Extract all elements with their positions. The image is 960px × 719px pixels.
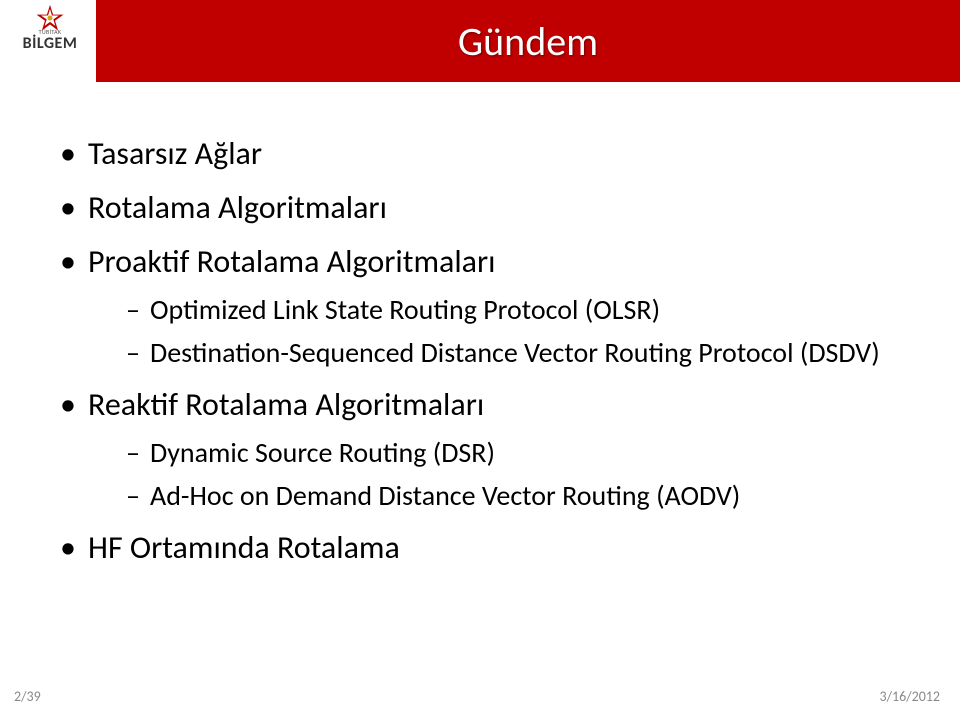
sub-item: Ad-Hoc on Demand Distance Vector Routing… xyxy=(126,474,900,517)
sub-text: Destination-Sequenced Distance Vector Ro… xyxy=(150,335,880,370)
sub-list: Optimized Link State Routing Protocol (O… xyxy=(126,288,900,375)
bullet-text: HF Ortamında Rotalama xyxy=(88,528,400,567)
page-number: 2/39 xyxy=(14,688,41,705)
bullet-text: Rotalama Algoritmaları xyxy=(88,188,387,227)
star-icon xyxy=(36,4,64,32)
bullet-item: Proaktif Rotalama Algoritmaları Optimize… xyxy=(60,238,900,375)
sub-text: Optimized Link State Routing Protocol (O… xyxy=(150,292,660,327)
bullet-item: HF Ortamında Rotalama xyxy=(60,524,900,572)
bullet-text: Proaktif Rotalama Algoritmaları xyxy=(88,242,496,281)
content-body: Tasarsız Ağlar Rotalama Algoritmaları Pr… xyxy=(60,130,900,578)
slide: TÜBİTAK BİLGEM Gündem Tasarsız Ağlar Rot… xyxy=(0,0,960,719)
bullet-item: Rotalama Algoritmaları xyxy=(60,184,900,232)
sub-text: Ad-Hoc on Demand Distance Vector Routing… xyxy=(150,478,740,513)
sub-text: Dynamic Source Routing (DSR) xyxy=(150,435,495,470)
bullet-item: Reaktif Rotalama Algoritmaları Dynamic S… xyxy=(60,381,900,518)
slide-date: 3/16/2012 xyxy=(880,688,940,705)
bullet-list: Tasarsız Ağlar Rotalama Algoritmaları Pr… xyxy=(60,130,900,572)
brand-logo: TÜBİTAK BİLGEM xyxy=(10,4,90,64)
bullet-item: Tasarsız Ağlar xyxy=(60,130,900,178)
sub-item: Dynamic Source Routing (DSR) xyxy=(126,431,900,474)
sub-list: Dynamic Source Routing (DSR) Ad-Hoc on D… xyxy=(126,431,900,518)
brand-name: BİLGEM xyxy=(23,36,78,52)
slide-title: Gündem xyxy=(458,17,598,66)
sub-item: Destination-Sequenced Distance Vector Ro… xyxy=(126,331,900,374)
sub-item: Optimized Link State Routing Protocol (O… xyxy=(126,288,900,331)
title-bar: Gündem xyxy=(96,0,960,82)
bullet-text: Tasarsız Ağlar xyxy=(88,134,262,173)
bullet-text: Reaktif Rotalama Algoritmaları xyxy=(88,385,484,424)
